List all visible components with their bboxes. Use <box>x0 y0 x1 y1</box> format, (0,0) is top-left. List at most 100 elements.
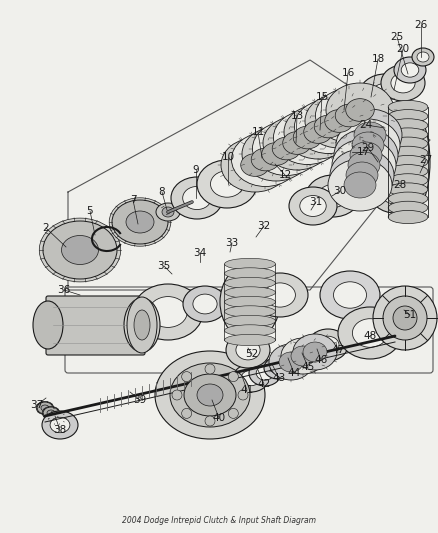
FancyBboxPatch shape <box>46 296 145 355</box>
Ellipse shape <box>385 107 429 217</box>
Text: 51: 51 <box>403 310 416 320</box>
Ellipse shape <box>387 119 427 132</box>
Circle shape <box>181 372 191 382</box>
Text: 41: 41 <box>240 385 253 395</box>
Ellipse shape <box>171 177 223 219</box>
Ellipse shape <box>337 109 401 161</box>
Text: 13: 13 <box>290 111 303 121</box>
Ellipse shape <box>268 344 312 380</box>
Ellipse shape <box>182 187 211 209</box>
Ellipse shape <box>224 277 275 289</box>
Ellipse shape <box>349 142 381 168</box>
Ellipse shape <box>319 271 379 319</box>
Ellipse shape <box>335 104 363 127</box>
Ellipse shape <box>387 201 427 214</box>
Ellipse shape <box>335 119 399 171</box>
Ellipse shape <box>387 174 427 187</box>
Circle shape <box>228 408 238 418</box>
Ellipse shape <box>380 65 424 101</box>
Ellipse shape <box>48 411 66 425</box>
Ellipse shape <box>387 128 427 141</box>
Ellipse shape <box>329 149 393 201</box>
Ellipse shape <box>282 132 311 155</box>
Ellipse shape <box>347 152 379 178</box>
Text: 31: 31 <box>309 197 322 207</box>
Ellipse shape <box>53 415 61 421</box>
Ellipse shape <box>197 160 256 208</box>
Ellipse shape <box>251 148 279 171</box>
Ellipse shape <box>61 236 98 264</box>
Ellipse shape <box>224 259 275 270</box>
Ellipse shape <box>353 122 385 148</box>
Ellipse shape <box>316 336 338 354</box>
Ellipse shape <box>112 200 168 244</box>
Text: 43: 43 <box>272 373 285 383</box>
Text: 34: 34 <box>193 248 206 258</box>
Ellipse shape <box>263 357 291 379</box>
Ellipse shape <box>155 351 265 439</box>
Ellipse shape <box>372 286 436 350</box>
Ellipse shape <box>387 137 427 150</box>
Text: 7: 7 <box>129 195 136 205</box>
Ellipse shape <box>155 203 180 221</box>
Text: 42: 42 <box>257 379 270 389</box>
Text: 47: 47 <box>331 345 344 355</box>
Ellipse shape <box>387 192 427 205</box>
Ellipse shape <box>358 74 410 116</box>
Text: 12: 12 <box>278 170 291 180</box>
Ellipse shape <box>197 384 223 406</box>
Ellipse shape <box>42 411 78 439</box>
Ellipse shape <box>302 342 326 362</box>
Ellipse shape <box>251 273 307 317</box>
Ellipse shape <box>262 116 330 170</box>
Ellipse shape <box>369 113 399 137</box>
Ellipse shape <box>280 338 324 374</box>
Ellipse shape <box>36 401 54 415</box>
Text: 20: 20 <box>396 44 409 54</box>
Text: 15: 15 <box>314 92 328 102</box>
Text: 46: 46 <box>314 355 327 365</box>
Ellipse shape <box>370 84 399 107</box>
Ellipse shape <box>303 120 332 143</box>
Ellipse shape <box>387 165 427 178</box>
Ellipse shape <box>224 306 275 317</box>
Text: 44: 44 <box>287 368 300 378</box>
Ellipse shape <box>290 346 314 366</box>
Ellipse shape <box>343 172 375 198</box>
Ellipse shape <box>264 283 295 307</box>
Ellipse shape <box>224 325 275 336</box>
Text: 25: 25 <box>389 32 403 42</box>
Ellipse shape <box>279 352 302 372</box>
Ellipse shape <box>162 207 173 217</box>
Ellipse shape <box>393 57 425 83</box>
Ellipse shape <box>148 296 187 327</box>
Ellipse shape <box>392 306 416 330</box>
Ellipse shape <box>380 182 408 204</box>
Ellipse shape <box>293 126 321 149</box>
Ellipse shape <box>387 211 427 224</box>
Text: 32: 32 <box>257 221 270 231</box>
Text: 35: 35 <box>157 261 170 271</box>
Ellipse shape <box>49 412 65 424</box>
Ellipse shape <box>252 122 320 175</box>
Ellipse shape <box>387 110 427 123</box>
Ellipse shape <box>233 364 268 392</box>
Ellipse shape <box>292 334 336 370</box>
Ellipse shape <box>324 110 353 132</box>
Ellipse shape <box>400 63 418 77</box>
Text: 24: 24 <box>359 120 372 130</box>
Ellipse shape <box>240 370 260 386</box>
Ellipse shape <box>318 184 347 207</box>
Ellipse shape <box>356 103 412 147</box>
Ellipse shape <box>41 405 49 411</box>
Ellipse shape <box>109 198 170 246</box>
Text: 5: 5 <box>86 206 93 216</box>
Text: 45: 45 <box>301 362 314 372</box>
Ellipse shape <box>220 138 288 192</box>
Ellipse shape <box>351 132 383 158</box>
Ellipse shape <box>327 159 391 211</box>
Ellipse shape <box>124 298 159 352</box>
Ellipse shape <box>183 286 226 322</box>
Text: 39: 39 <box>133 395 146 405</box>
Ellipse shape <box>240 154 268 176</box>
